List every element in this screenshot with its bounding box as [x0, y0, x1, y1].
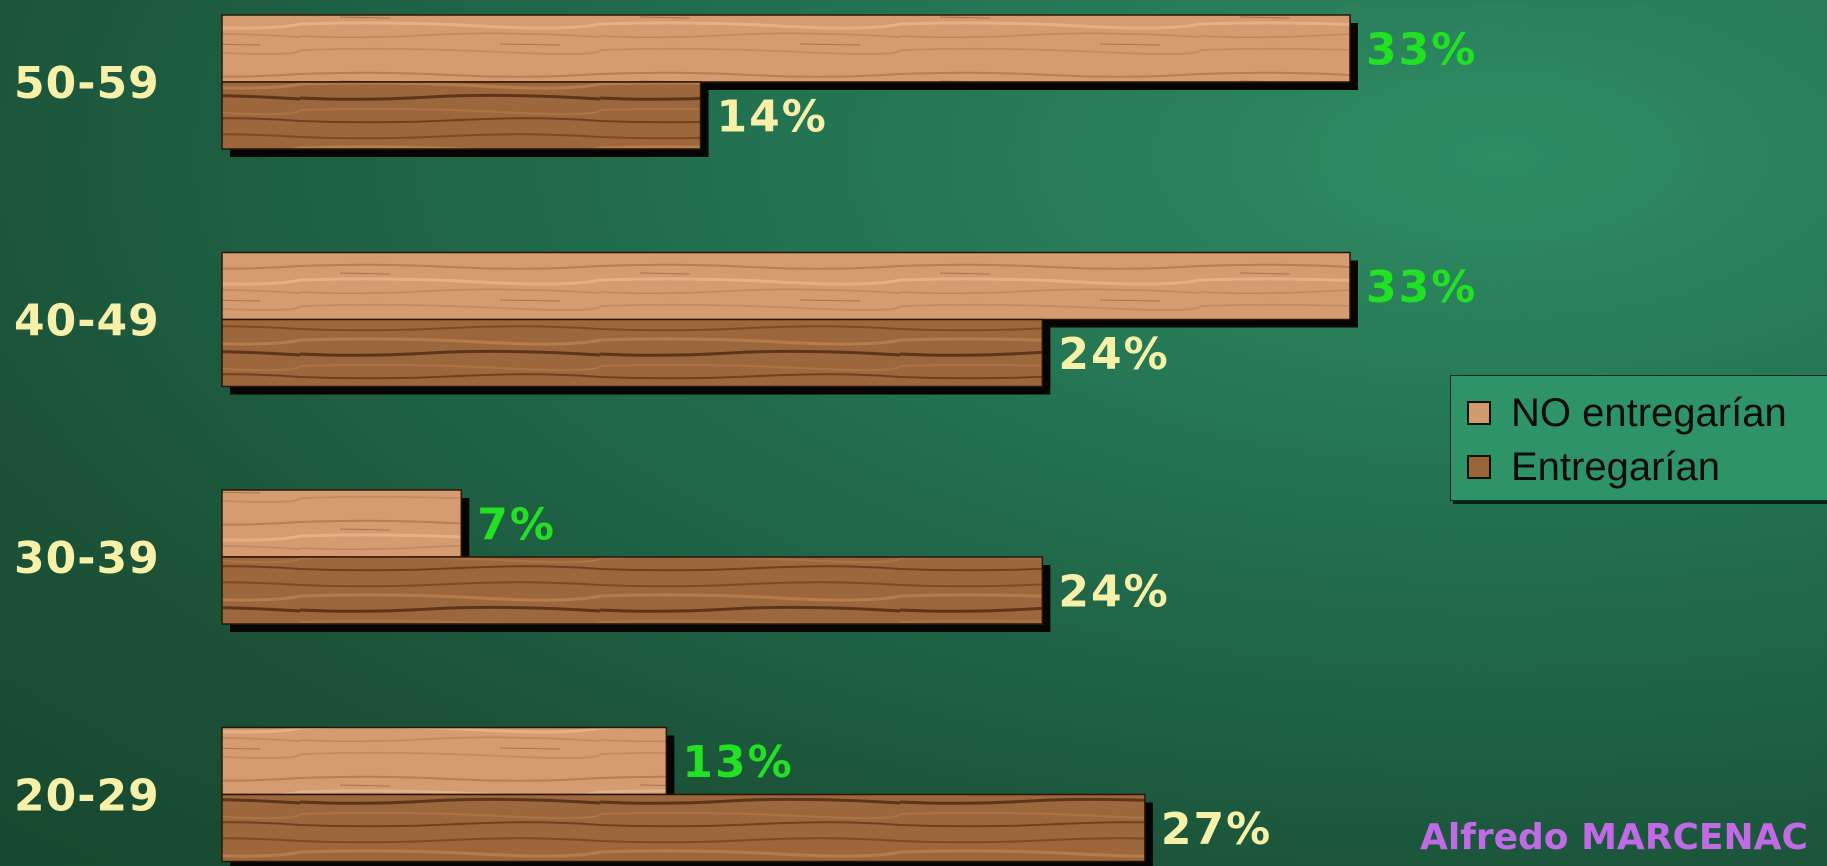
legend: NO entregarían Entregarían [1450, 375, 1827, 501]
bar [221, 318, 1044, 388]
author-credit: Alfredo MARCENAC [1420, 817, 1808, 858]
category-label: 20-29 [14, 771, 160, 822]
bar [221, 793, 1146, 863]
bar [221, 489, 463, 558]
bar [221, 81, 702, 150]
data-label: 7% [477, 500, 556, 551]
data-label: 13% [682, 737, 793, 788]
data-label: 24% [1058, 329, 1169, 380]
legend-swatch-dark [1467, 455, 1491, 479]
category-label: 40-49 [14, 296, 160, 347]
legend-item-entregarian: Entregarían [1467, 444, 1720, 490]
data-label: 33% [1366, 262, 1477, 313]
bar [221, 726, 668, 796]
bar [221, 556, 1044, 625]
legend-swatch-light [1467, 401, 1491, 425]
legend-label: Entregarían [1511, 444, 1721, 489]
category-label: 30-39 [14, 533, 160, 584]
data-label: 24% [1058, 567, 1169, 618]
bar [221, 251, 1351, 321]
data-label: 27% [1161, 804, 1272, 855]
bar [221, 14, 1351, 83]
legend-label: NO entregarían [1511, 390, 1787, 435]
data-label: 14% [717, 92, 828, 143]
category-label: 50-59 [14, 58, 160, 109]
legend-item-no-entregarian: NO entregarían [1467, 390, 1787, 436]
data-label: 33% [1366, 25, 1477, 76]
